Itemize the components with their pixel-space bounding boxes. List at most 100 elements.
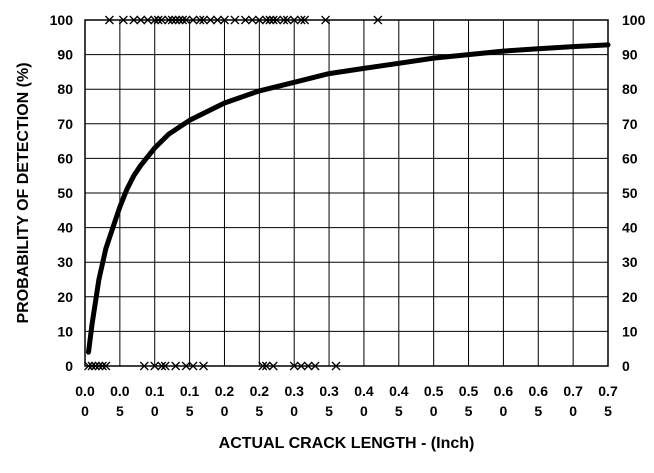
x-marker: [331, 361, 341, 371]
x-marker: [247, 15, 257, 25]
x-marker-stroke: [139, 361, 149, 371]
x-marker-stroke: [321, 15, 331, 25]
x-marker: [84, 361, 93, 371]
x-tick-label-line1: 0.7: [563, 383, 583, 399]
y-tick-label-right: 0: [622, 358, 630, 374]
x-marker: [139, 361, 149, 371]
x-marker-stroke: [206, 15, 215, 25]
x-marker-stroke: [199, 361, 209, 371]
x-tick-label-line2: 5: [395, 403, 403, 419]
x-marker: [167, 15, 177, 25]
x-marker: [296, 361, 306, 371]
x-marker: [213, 15, 222, 25]
x-marker: [258, 361, 268, 371]
x-marker: [268, 15, 278, 25]
x-marker-stroke: [129, 15, 139, 25]
x-marker: [160, 361, 170, 371]
x-marker: [101, 361, 111, 371]
x-tick-label-line2: 5: [116, 403, 124, 419]
y-tick-label-left: 100: [50, 12, 74, 28]
x-tick-label-line2: 0: [360, 403, 368, 419]
x-marker-stroke: [265, 15, 275, 25]
x-marker-stroke: [279, 15, 289, 25]
x-marker: [282, 15, 292, 25]
x-marker-stroke: [181, 15, 191, 25]
x-tick-label-line1: 0.3: [319, 383, 339, 399]
y-tick-label-left: 90: [57, 47, 73, 63]
x-marker: [268, 361, 278, 371]
y-tick-label-right: 70: [622, 116, 638, 132]
x-marker-stroke: [104, 15, 114, 25]
y-tick-label-left: 30: [57, 254, 73, 270]
series-layer: [84, 15, 611, 371]
x-tick-label-line2: 5: [465, 403, 473, 419]
x-marker: [199, 15, 209, 25]
y-tick-label-right: 100: [622, 12, 646, 28]
x-marker-stroke: [247, 15, 257, 25]
x-marker: [136, 15, 146, 25]
x-tick-label-line2: 5: [534, 403, 542, 419]
x-marker-stroke: [143, 15, 153, 25]
y-tick-label-right: 80: [622, 81, 638, 97]
x-marker-stroke: [272, 15, 282, 25]
x-tick-labels: 0.0 0 0.0 5 0.1 0 0.1 5 0.2 0 0.2 5 0.3 0 0.3 5 0.4 0 0.4 5…: [75, 383, 618, 419]
x-tick-label-line2: 0: [290, 403, 298, 419]
x-marker-stroke: [174, 15, 184, 25]
x-tick-label-line2: 5: [255, 403, 263, 419]
x-marker: [143, 15, 153, 25]
x-marker-stroke: [87, 361, 97, 371]
x-marker-stroke: [300, 15, 310, 25]
scatter-series-1: [104, 15, 383, 25]
x-marker: [240, 15, 250, 25]
y-tick-label-left: 0: [65, 358, 73, 374]
x-marker-stroke: [101, 361, 111, 371]
x-tick-label-line1: 0.2: [215, 383, 235, 399]
x-marker: [261, 15, 271, 25]
x-marker-stroke: [188, 361, 198, 371]
x-marker-stroke: [160, 361, 170, 371]
x-tick-label-line1: 0.0: [75, 383, 95, 399]
x-tick-label-line1: 0.1: [180, 383, 200, 399]
x-tick-label-line2: 0: [221, 403, 229, 419]
scatter-series-2: [84, 361, 341, 371]
x-tick-label-line1: 0.0: [110, 383, 130, 399]
x-marker-stroke: [289, 15, 299, 25]
x-marker-stroke: [167, 15, 177, 25]
x-marker-stroke: [240, 15, 250, 25]
x-marker-stroke: [254, 15, 264, 25]
x-marker: [97, 361, 107, 371]
y-tick-label-right: 90: [622, 47, 638, 63]
x-tick-label-line2: 0: [81, 403, 89, 419]
x-marker-stroke: [188, 15, 198, 25]
x-marker-stroke: [195, 15, 205, 25]
x-tick-label-line2: 0: [500, 403, 508, 419]
x-marker: [188, 15, 198, 25]
x-tick-label-line1: 0.7: [598, 383, 618, 399]
x-marker: [272, 15, 282, 25]
x-marker-stroke: [310, 361, 320, 371]
x-axis-title: ACTUAL CRACK LENGTH - (Inch): [219, 435, 475, 452]
x-marker: [296, 15, 306, 25]
x-marker-stroke: [171, 15, 181, 25]
x-tick-label-line2: 5: [325, 403, 333, 419]
x-marker-stroke: [97, 361, 107, 371]
x-marker: [171, 361, 181, 371]
x-tick-label-line1: 0.4: [389, 383, 409, 399]
x-marker: [289, 15, 299, 25]
x-marker: [91, 361, 100, 371]
x-marker: [181, 15, 191, 25]
x-marker-stroke: [268, 361, 278, 371]
x-marker-stroke: [164, 15, 174, 25]
x-marker-stroke: [94, 361, 104, 371]
y-tick-label-left: 10: [57, 323, 73, 339]
x-marker-stroke: [268, 15, 278, 25]
x-marker: [157, 361, 167, 371]
x-marker-stroke: [199, 15, 209, 25]
x-marker-stroke: [296, 15, 306, 25]
x-marker: [230, 15, 240, 25]
x-marker: [195, 15, 205, 25]
x-marker: [199, 361, 209, 371]
y-tick-label-left: 40: [57, 220, 73, 236]
y-tick-label-left: 80: [57, 81, 73, 97]
